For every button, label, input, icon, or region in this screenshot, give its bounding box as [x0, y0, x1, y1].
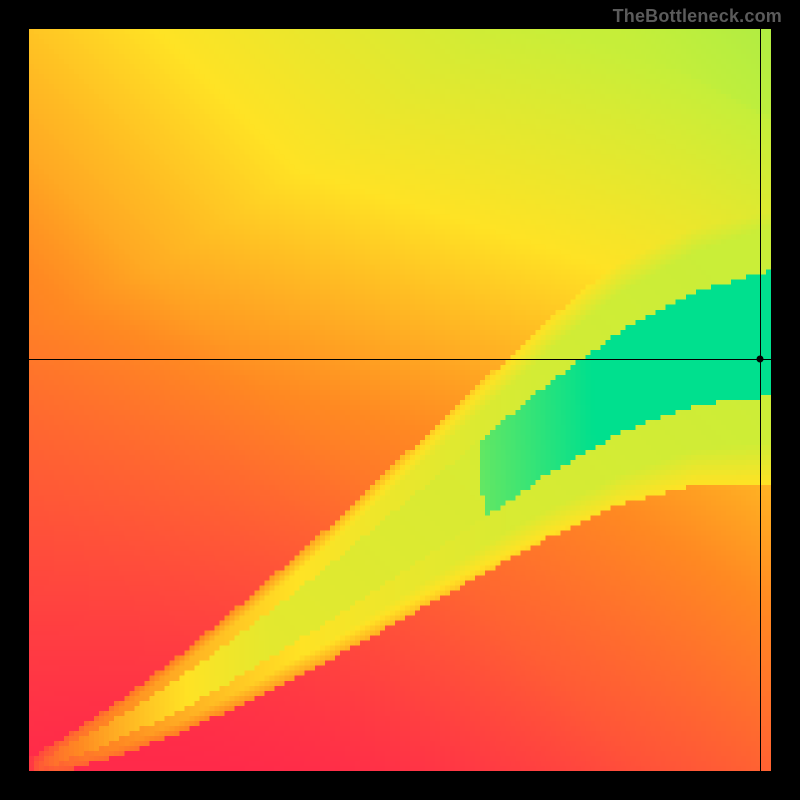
crosshair-marker: [756, 356, 763, 363]
crosshair-horizontal: [29, 359, 771, 360]
watermark-text: TheBottleneck.com: [613, 6, 782, 27]
heatmap-canvas: [29, 29, 771, 771]
crosshair-vertical: [760, 29, 761, 771]
heatmap-plot: [29, 29, 771, 771]
